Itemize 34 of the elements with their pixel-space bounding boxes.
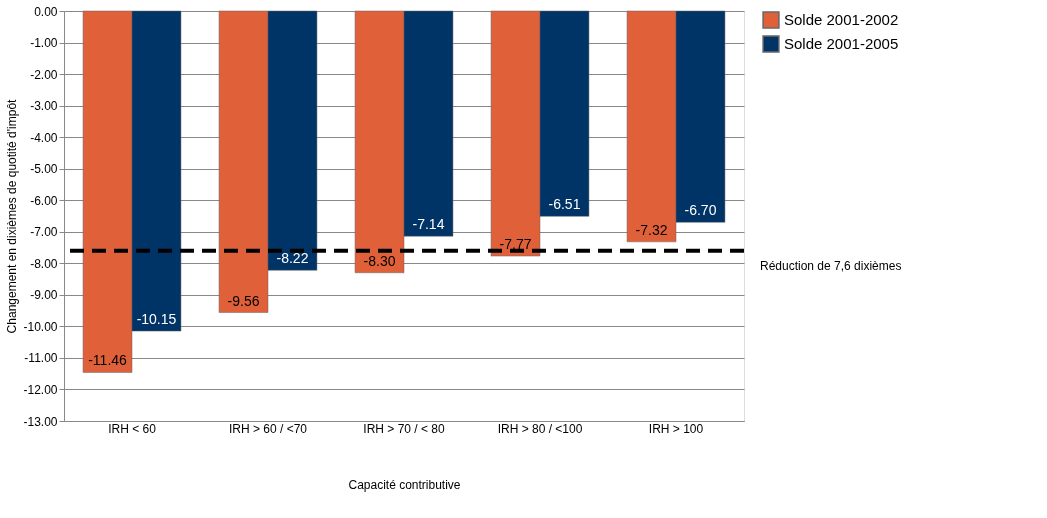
- x-tick-label: IRH > 100: [648, 421, 704, 436]
- y-tick-label: -5.00: [30, 162, 58, 177]
- data-label: -11.46: [88, 352, 128, 369]
- legend-label: Solde 2001-2005: [784, 35, 899, 52]
- y-tick-label: -10.00: [23, 319, 58, 334]
- y-tick-label: -2.00: [30, 67, 58, 82]
- y-tick-label: -4.00: [30, 130, 58, 145]
- legend-label: Solde 2001-2002: [784, 11, 899, 28]
- y-tick-label: -1.00: [30, 36, 58, 51]
- data-label: -7.77: [499, 236, 532, 253]
- data-label: -6.70: [684, 202, 717, 219]
- data-label: -9.56: [227, 292, 260, 309]
- data-label: -7.14: [412, 216, 445, 233]
- y-tick-label: -3.00: [30, 99, 58, 114]
- y-tick-label: -6.00: [30, 193, 58, 208]
- x-axis-title: Capacité contributive: [348, 477, 461, 492]
- ref-line-label: Réduction de 7,6 dixièmes: [760, 258, 902, 273]
- y-tick-label: -8.00: [30, 256, 58, 271]
- data-label: -8.30: [363, 252, 396, 269]
- y-tick-label: -9.00: [30, 288, 58, 303]
- y-axis-title: Changement en dixièmes de quotité d'impôt: [5, 98, 20, 334]
- y-tick-label: -7.00: [30, 225, 58, 240]
- y-tick-label: -12.00: [23, 382, 58, 397]
- data-label: -6.51: [548, 196, 581, 213]
- x-tick-label: IRH > 60 / <70: [228, 421, 308, 436]
- data-label: -10.15: [136, 311, 177, 328]
- x-tick-label: IRH > 80 / <100: [497, 421, 583, 436]
- x-tick-label: IRH < 60: [108, 421, 157, 436]
- y-tick-label: 0.00: [34, 4, 58, 19]
- data-label: -7.32: [635, 221, 668, 238]
- y-tick-label: -11.00: [24, 351, 58, 366]
- y-tick-label: -13.00: [23, 414, 58, 429]
- data-label: -8.22: [276, 250, 309, 267]
- x-tick-label: IRH > 70 / < 80: [363, 421, 446, 436]
